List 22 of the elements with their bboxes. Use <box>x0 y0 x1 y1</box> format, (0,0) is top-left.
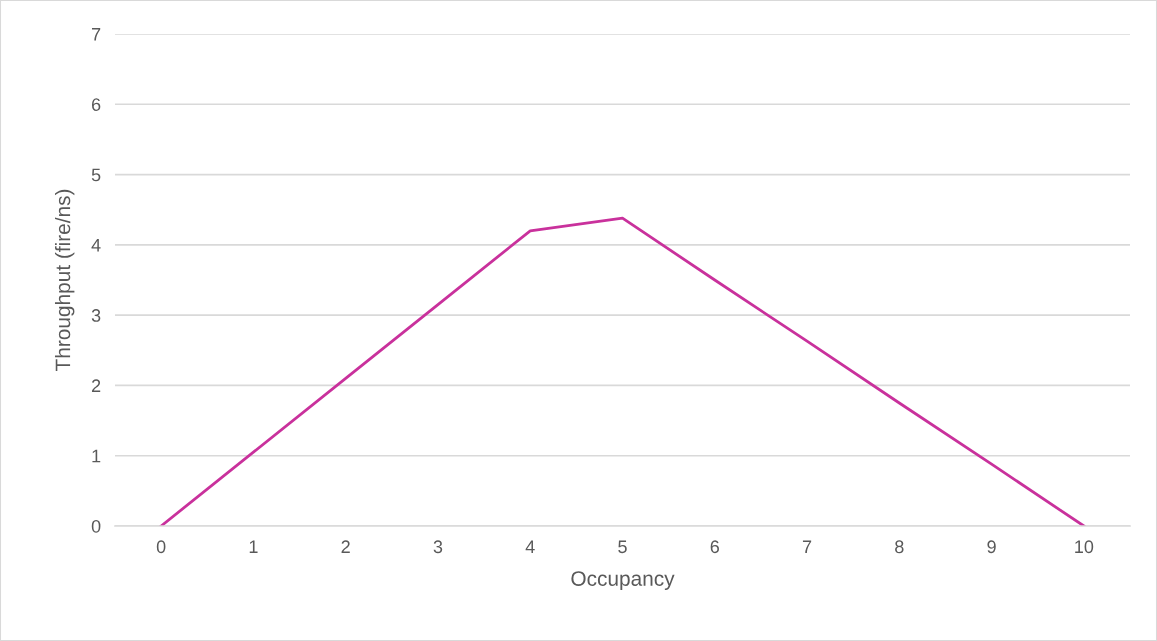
x-tick-label: 10 <box>1075 540 1094 554</box>
y-tick-label: 0 <box>91 519 101 533</box>
x-tick-label: 9 <box>987 540 996 554</box>
x-tick-label: 1 <box>249 540 258 553</box>
x-tick-label: 3 <box>433 540 443 554</box>
x-tick-label: 4 <box>525 540 535 553</box>
y-tick-label: 4 <box>91 238 101 252</box>
x-tick-label: 7 <box>802 540 812 553</box>
y-tick-label: 6 <box>91 98 101 112</box>
y-axis-title: Throughput (fire/ns) <box>54 189 75 371</box>
x-tick-label: 8 <box>895 540 904 554</box>
line-series <box>159 216 1086 526</box>
y-tick-label: 2 <box>91 379 101 392</box>
x-tick-label: 2 <box>341 540 350 553</box>
y-tick-label: 5 <box>91 168 101 182</box>
y-tick-label: 7 <box>92 28 101 41</box>
y-tick-label: 3 <box>91 309 101 322</box>
x-tick-label: 5 <box>618 540 627 554</box>
x-tick-label: 6 <box>710 540 719 554</box>
x-axis-title: Occupancy <box>571 571 675 591</box>
x-tick-label: 0 <box>156 540 166 554</box>
y-tick-label: 1 <box>92 449 101 463</box>
